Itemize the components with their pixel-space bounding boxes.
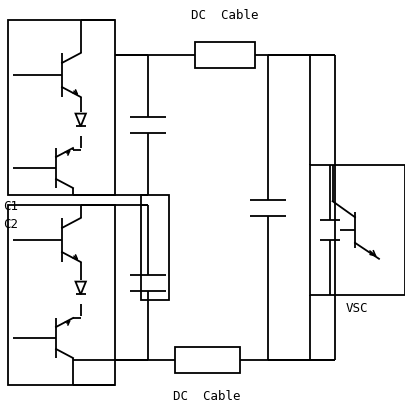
Bar	[141, 195, 169, 300]
Text: DC  Cable: DC Cable	[191, 9, 259, 22]
Bar	[8, 20, 115, 195]
Bar	[8, 205, 115, 385]
Text: C1: C1	[3, 200, 18, 213]
Text: C2: C2	[3, 218, 18, 231]
Text: DC  Cable: DC Cable	[173, 390, 241, 403]
Text: VSC: VSC	[346, 302, 368, 315]
Bar	[310, 165, 405, 295]
Bar	[175, 347, 240, 373]
Bar	[195, 42, 255, 68]
